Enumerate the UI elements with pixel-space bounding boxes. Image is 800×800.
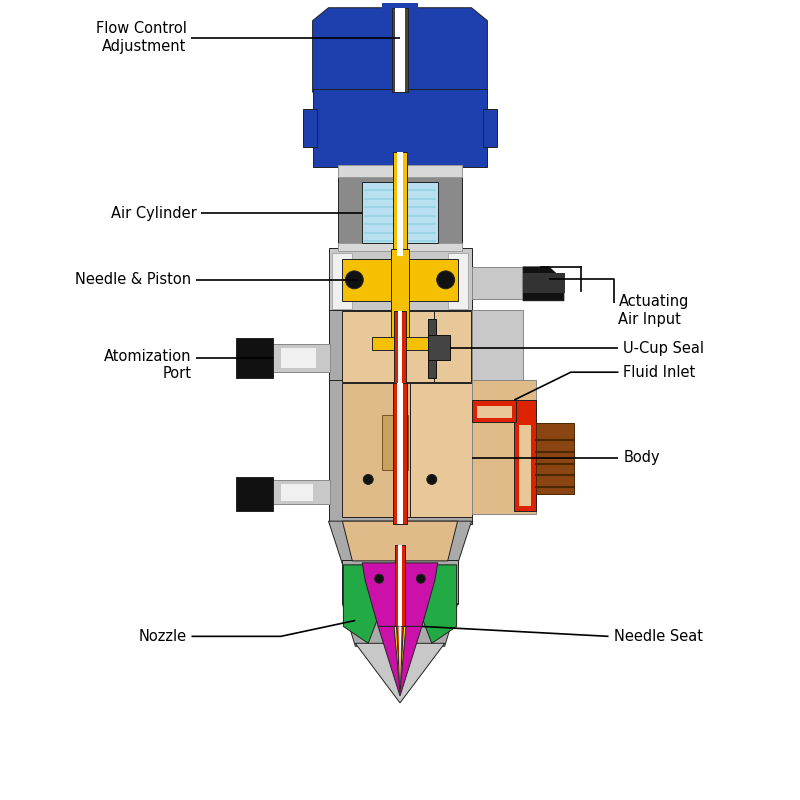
Text: U-Cup Seal: U-Cup Seal bbox=[623, 341, 705, 356]
Polygon shape bbox=[397, 626, 403, 688]
Bar bbox=[362, 182, 438, 243]
Bar bbox=[281, 348, 315, 368]
Bar bbox=[302, 109, 317, 146]
Bar bbox=[338, 165, 462, 177]
Polygon shape bbox=[329, 521, 471, 564]
Polygon shape bbox=[355, 643, 445, 703]
Bar bbox=[281, 485, 313, 502]
Bar bbox=[391, 249, 409, 350]
Bar bbox=[471, 267, 523, 298]
Bar bbox=[372, 338, 428, 350]
Bar bbox=[273, 344, 330, 372]
Bar bbox=[393, 152, 407, 256]
Circle shape bbox=[427, 474, 437, 485]
Bar bbox=[523, 273, 565, 293]
Bar bbox=[329, 92, 471, 97]
Polygon shape bbox=[398, 626, 402, 686]
Bar bbox=[329, 380, 471, 524]
Polygon shape bbox=[342, 603, 458, 646]
Bar bbox=[398, 545, 402, 626]
Bar bbox=[536, 423, 574, 494]
Circle shape bbox=[346, 271, 363, 289]
Text: Body: Body bbox=[623, 450, 660, 465]
Bar bbox=[338, 164, 462, 251]
Bar bbox=[448, 253, 467, 309]
Bar bbox=[382, 2, 418, 22]
Circle shape bbox=[374, 574, 384, 583]
Bar bbox=[397, 383, 403, 524]
Polygon shape bbox=[236, 478, 273, 511]
Bar bbox=[333, 253, 352, 309]
Polygon shape bbox=[394, 626, 406, 692]
Bar bbox=[329, 97, 471, 122]
Polygon shape bbox=[378, 626, 422, 696]
Circle shape bbox=[363, 474, 373, 485]
Bar bbox=[428, 318, 436, 378]
Text: Air Cylinder: Air Cylinder bbox=[110, 206, 197, 221]
Polygon shape bbox=[343, 565, 386, 643]
Bar bbox=[483, 109, 498, 146]
Bar bbox=[394, 310, 406, 450]
Polygon shape bbox=[523, 267, 564, 301]
Bar bbox=[398, 310, 402, 450]
Text: Fluid Inlet: Fluid Inlet bbox=[623, 365, 696, 380]
Bar bbox=[397, 152, 403, 256]
Text: Actuating
Air Input: Actuating Air Input bbox=[618, 294, 689, 327]
Bar bbox=[342, 310, 434, 382]
Bar bbox=[410, 383, 471, 517]
Text: Nozzle: Nozzle bbox=[138, 629, 186, 644]
Circle shape bbox=[416, 574, 426, 583]
Polygon shape bbox=[236, 338, 273, 378]
Polygon shape bbox=[414, 565, 457, 643]
Polygon shape bbox=[362, 563, 438, 626]
Bar bbox=[382, 415, 408, 470]
Circle shape bbox=[437, 271, 454, 289]
Bar bbox=[519, 425, 531, 506]
Bar bbox=[392, 8, 408, 92]
Polygon shape bbox=[313, 8, 487, 92]
Text: Needle Seat: Needle Seat bbox=[614, 629, 702, 644]
Bar bbox=[329, 248, 471, 313]
Bar bbox=[342, 383, 410, 517]
Bar bbox=[471, 400, 516, 422]
Polygon shape bbox=[342, 521, 458, 561]
Bar bbox=[478, 406, 512, 418]
Text: Atomization
Port: Atomization Port bbox=[104, 349, 191, 382]
Bar bbox=[342, 259, 458, 301]
Bar bbox=[514, 400, 536, 511]
Text: Flow Control
Adjustment: Flow Control Adjustment bbox=[96, 22, 186, 54]
Bar bbox=[395, 8, 405, 92]
Bar bbox=[338, 243, 462, 251]
Bar bbox=[428, 335, 450, 360]
Bar bbox=[313, 89, 487, 166]
Bar bbox=[471, 380, 536, 514]
Bar bbox=[434, 310, 471, 382]
Bar bbox=[393, 383, 407, 524]
Bar bbox=[394, 545, 406, 626]
Bar bbox=[342, 560, 458, 603]
Bar bbox=[273, 481, 330, 504]
Bar bbox=[329, 310, 471, 385]
Text: Needle & Piston: Needle & Piston bbox=[75, 272, 191, 287]
Bar bbox=[471, 310, 523, 385]
